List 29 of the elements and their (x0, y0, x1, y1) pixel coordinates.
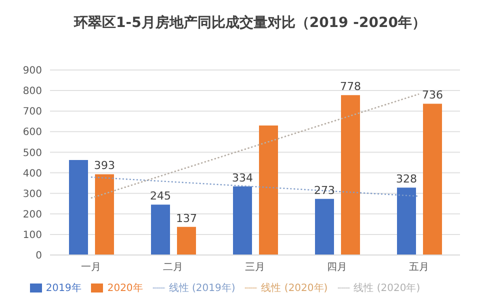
y-tick-label: 300 (22, 188, 42, 200)
data-label: 393 (94, 159, 115, 172)
y-tick-label: 600 (22, 127, 42, 138)
x-tick-label: 五月 (409, 262, 429, 274)
data-label: 137 (176, 212, 197, 225)
x-tick-label: 三月 (245, 262, 265, 274)
y-tick-label: 200 (22, 209, 42, 220)
data-label: 736 (422, 88, 443, 102)
legend-label: 线性 (2019年) (168, 283, 236, 294)
data-label: 334 (232, 171, 253, 184)
data-label: 273 (314, 184, 335, 197)
legend-label: 2020年 (107, 283, 143, 294)
y-tick-label: 0 (36, 250, 42, 262)
x-tick-label: 四月 (327, 262, 347, 274)
y-tick-label: 700 (22, 106, 42, 118)
x-tick-label: 二月 (163, 262, 183, 274)
data-label: 778 (340, 80, 361, 94)
data-label: 328 (396, 172, 417, 186)
data-label: 245 (150, 190, 171, 203)
y-tick-label: 100 (22, 230, 42, 241)
legend-label: 线性 (2020年) (354, 283, 420, 294)
y-tick-label: 800 (22, 86, 42, 98)
y-tick-label: 900 (22, 66, 42, 77)
legend-label: 线性 (2020年) (261, 283, 328, 294)
x-tick-label: 一月 (81, 262, 101, 274)
chart-title: 环翠区1-5月房地产同比成交量对比（2019 -2020年） (72, 14, 427, 32)
y-tick-label: 400 (22, 168, 42, 180)
legend-label: 2019年 (46, 283, 82, 294)
y-tick-label: 500 (22, 148, 42, 159)
